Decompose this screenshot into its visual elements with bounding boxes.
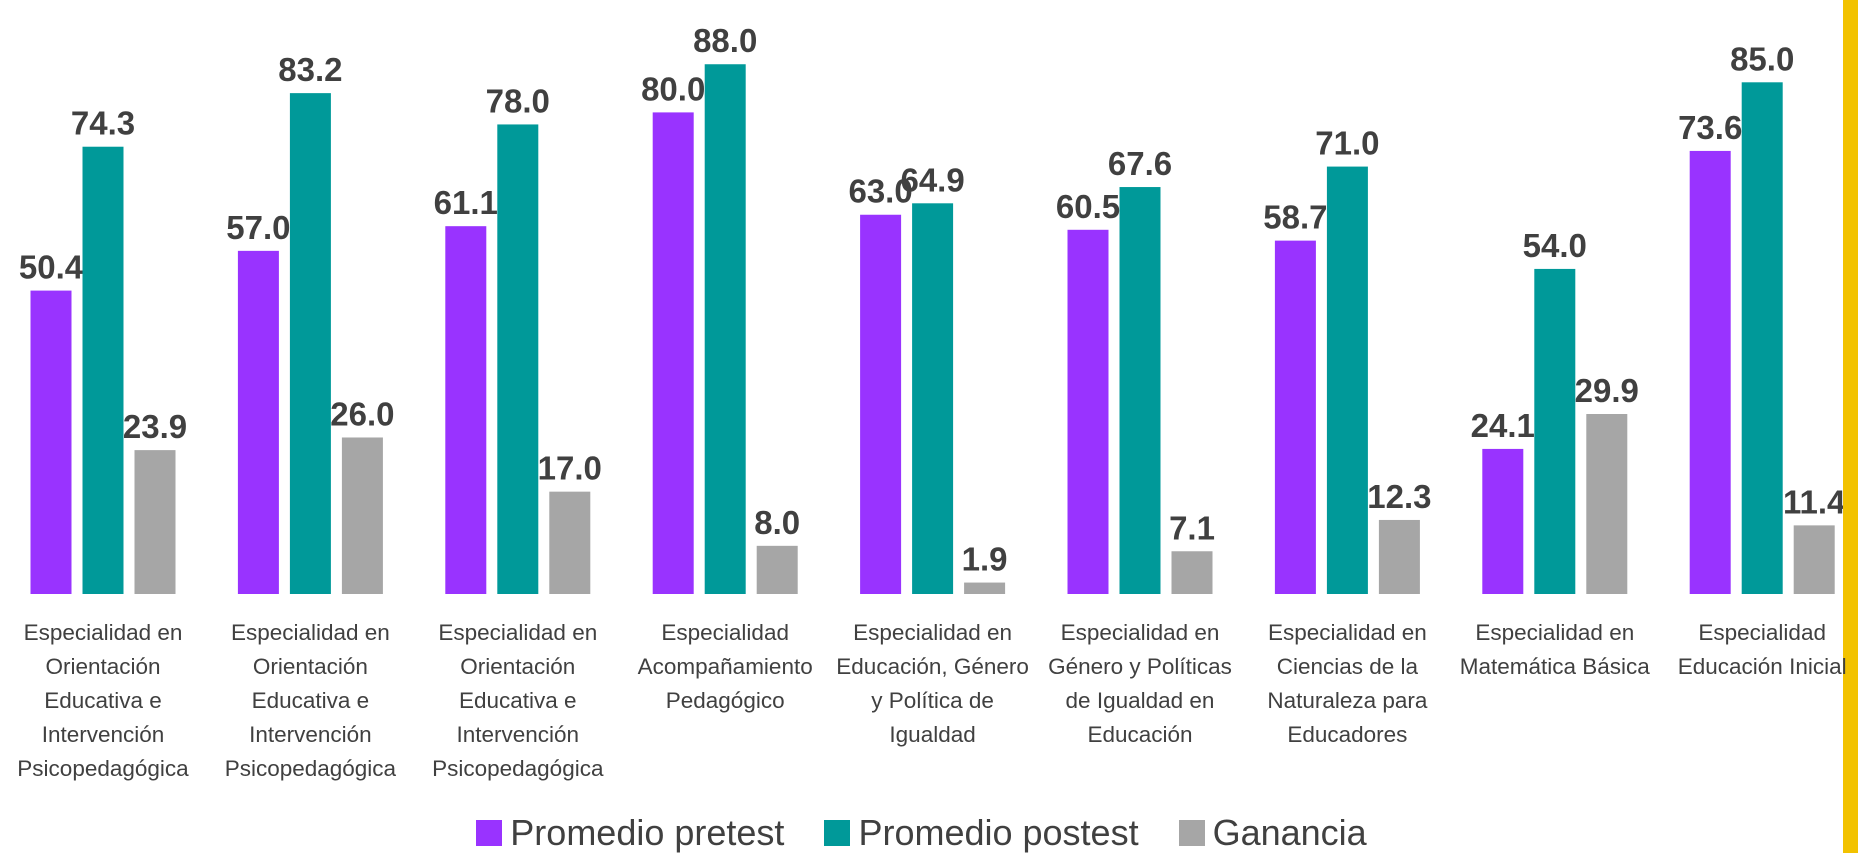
value-label: 78.0 [486,82,550,119]
x-tick-label: Especialidad en Educación, Género y Polí… [836,620,1029,747]
value-label: 26.0 [330,395,394,432]
value-label: 60.5 [1056,188,1120,225]
bar [82,146,124,595]
legend: Promedio pretest Promedio postest Ganancia [0,812,1843,853]
legend-label: Promedio pretest [510,812,785,853]
x-tick-label: Especialidad en Género y Políticas de Ig… [1048,620,1232,747]
value-label: 23.9 [123,408,187,445]
bar [341,437,383,594]
bar [1378,519,1420,594]
bar [1586,414,1628,594]
bar [1067,229,1109,595]
bar [1793,525,1835,594]
value-label: 12.3 [1367,478,1431,515]
value-label: 74.3 [71,105,135,142]
value-label: 24.1 [1471,407,1535,444]
bar [1274,240,1316,594]
legend-label: Ganancia [1212,812,1367,853]
bar [912,203,954,594]
value-label: 67.6 [1108,145,1172,182]
bar [704,64,746,595]
bar [289,93,331,595]
value-label: 64.9 [900,161,964,198]
bar [1534,268,1576,594]
bar [1171,551,1213,594]
x-tick-label: Especialidad en Orientación Educativa e … [17,620,189,781]
value-label: 73.6 [1678,109,1742,146]
value-label: 61.1 [434,184,498,221]
x-tick-label: Especialidad en Orientación Educativa e … [432,620,604,781]
value-label: 71.0 [1315,125,1379,162]
value-label: 50.4 [19,249,84,286]
bar [652,112,694,595]
value-label: 58.7 [1263,199,1327,236]
bar [549,491,591,594]
x-tick-label: Especialidad Educación Inicial [1677,620,1847,679]
value-label: 88.0 [693,22,757,59]
value-label: 83.2 [278,51,342,88]
bar [1119,187,1161,594]
bar [30,290,72,594]
bar [964,582,1006,594]
bar [237,250,279,595]
value-label: 11.4 [1783,483,1843,520]
legend-item: Promedio pretest [476,812,784,853]
edge-decoration [1843,0,1858,853]
value-label: 17.0 [538,450,602,487]
bar [1689,150,1731,595]
x-tick-label: Especialidad en Matemática Básica [1459,620,1650,679]
bar [756,545,798,594]
value-label: 80.0 [641,70,705,107]
x-tick-label: Especialidad en Orientación Educativa e … [224,620,397,781]
value-label: 7.1 [1169,509,1215,546]
bar [1482,448,1524,594]
bar [497,124,539,594]
value-label: 8.0 [754,504,800,541]
bar [1326,166,1368,594]
bar [860,214,902,595]
x-tick-label: Especialidad Acompañamiento Pedagógico [637,620,813,713]
value-label: 63.0 [848,173,912,210]
bar [134,450,176,594]
x-tick-label: Especialidad en Ciencias de la Naturalez… [1267,620,1428,747]
legend-swatch [824,820,851,846]
bar [1741,82,1783,595]
value-label: 85.0 [1730,40,1794,77]
legend-label: Promedio postest [858,812,1139,853]
value-label: 57.0 [226,209,290,246]
legend-swatch [1178,820,1205,846]
legend-item: Ganancia [1178,812,1367,853]
bar [445,226,487,595]
legend-item: Promedio postest [824,812,1139,853]
value-label: 54.0 [1523,227,1587,264]
value-label: 1.9 [962,541,1008,578]
legend-swatch [476,820,503,846]
value-label: 29.9 [1575,372,1639,409]
